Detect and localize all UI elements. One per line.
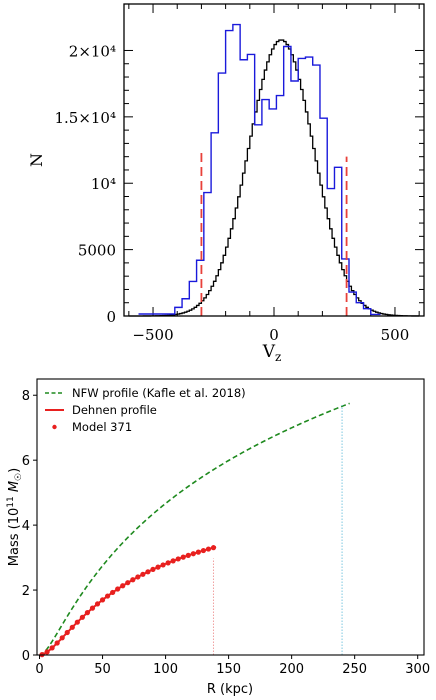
bottom-x-tick-label: 100 xyxy=(153,662,178,677)
bottom-y-label-sun: ☉ xyxy=(14,473,24,481)
model-371-point xyxy=(125,580,131,586)
bottom-y-label-close: ) xyxy=(7,468,22,473)
bottom-y-axis-label: Mass (1011 M☉) xyxy=(6,468,24,566)
legend-label-nfw: NFW profile (Kafle et al. 2018) xyxy=(72,386,246,400)
top-x-tick-label: −500 xyxy=(132,326,173,344)
top-y-tick-label: 5000 xyxy=(78,242,116,260)
histogram-black-series xyxy=(128,39,420,317)
top-y-axis-label: N xyxy=(27,153,46,167)
model-371-point xyxy=(64,629,70,636)
model-371-point xyxy=(210,545,217,551)
top-x-tick-label: 0 xyxy=(269,326,279,344)
model-371-point xyxy=(99,597,106,603)
model-371-point xyxy=(84,610,91,616)
model-371-point xyxy=(155,564,161,570)
model-371-point xyxy=(185,552,191,558)
legend-label-model: Model 371 xyxy=(72,420,132,434)
top-y-tick-label: 1.5×10⁴ xyxy=(54,109,116,127)
top-x-axis-label-sub: z xyxy=(275,350,281,364)
model-371-point xyxy=(89,605,96,611)
model-371-point xyxy=(94,601,101,607)
mass-profile-chart: 0 50 100 150 200 250 300 0 2 4 6 8 NFW profile (Kaf… xyxy=(6,378,430,697)
nfw-profile-line xyxy=(39,402,350,656)
bottom-x-tick-label: 50 xyxy=(94,662,111,677)
legend: NFW profile (Kafle et al. 2018) Dehnen p… xyxy=(45,386,246,434)
bottom-x-tick-label: 200 xyxy=(279,662,304,677)
model-371-point xyxy=(130,577,136,583)
legend-swatch-model xyxy=(52,424,57,430)
model-371-point xyxy=(59,635,65,641)
legend-label-dehnen: Dehnen profile xyxy=(72,403,157,417)
bottom-x-tick-label: 250 xyxy=(342,662,367,677)
model-371-point xyxy=(170,558,176,564)
model-371-point xyxy=(104,593,111,599)
model-371-point xyxy=(110,589,116,596)
model-371-point xyxy=(44,649,50,655)
model-371-point xyxy=(200,547,206,554)
model-371-point xyxy=(74,619,80,625)
model-371-point xyxy=(165,560,171,566)
bottom-x-tick-label: 150 xyxy=(216,662,241,677)
model-371-point xyxy=(160,562,166,568)
top-y-tick-label: 2×10⁴ xyxy=(69,42,116,60)
bottom-y-tick-label: 8 xyxy=(22,389,30,404)
bottom-y-tick-label: 4 xyxy=(22,519,30,534)
model-371-point xyxy=(69,624,75,630)
top-y-tick-label: 0 xyxy=(106,308,116,326)
model-371-point xyxy=(150,566,156,572)
histogram-blue-series xyxy=(138,23,381,316)
bottom-y-tick-label: 2 xyxy=(22,584,30,599)
model-371-point xyxy=(49,645,55,651)
model-371-point xyxy=(195,549,201,555)
model-371-point xyxy=(115,586,121,592)
model-371-point xyxy=(135,574,141,580)
bottom-tick-labels: 0 50 100 150 200 250 300 0 2 4 6 8 xyxy=(22,389,430,677)
model-371-point xyxy=(145,569,151,575)
bottom-plot-frame xyxy=(36,378,425,656)
bottom-y-tick-label: 6 xyxy=(22,454,30,469)
bottom-ticks xyxy=(33,394,419,659)
top-y-tick-label: 10⁴ xyxy=(91,175,116,193)
top-ticks xyxy=(124,4,424,317)
model-371-point xyxy=(140,571,146,577)
bottom-reference-lines xyxy=(212,404,343,655)
model-371-point xyxy=(190,551,196,557)
dehnen-profile-line xyxy=(39,546,217,656)
top-series xyxy=(128,23,420,317)
top-plot-frame xyxy=(123,3,425,317)
bottom-series xyxy=(39,402,350,658)
top-reference-lines xyxy=(200,150,348,316)
bottom-y-label-unit: M xyxy=(7,481,22,496)
model-371-point xyxy=(180,554,186,560)
bottom-x-axis-label: R (kpc) xyxy=(207,682,253,697)
model-371-point xyxy=(79,614,85,620)
top-x-tick-label: 500 xyxy=(381,326,410,344)
model-371-point xyxy=(54,640,60,646)
top-x-axis-label: Vz xyxy=(262,342,282,364)
model-371-point xyxy=(205,546,212,552)
model-371-point xyxy=(120,583,126,589)
bottom-y-label-main: Mass (10 xyxy=(7,508,22,566)
top-x-axis-label-main: V xyxy=(262,342,276,362)
bottom-y-tick-label: 0 xyxy=(22,649,30,664)
model-371-point xyxy=(175,556,181,562)
bottom-x-tick-label: 0 xyxy=(35,662,43,677)
bottom-x-tick-label: 300 xyxy=(405,662,430,677)
bottom-y-label-exp: 11 xyxy=(6,496,16,507)
